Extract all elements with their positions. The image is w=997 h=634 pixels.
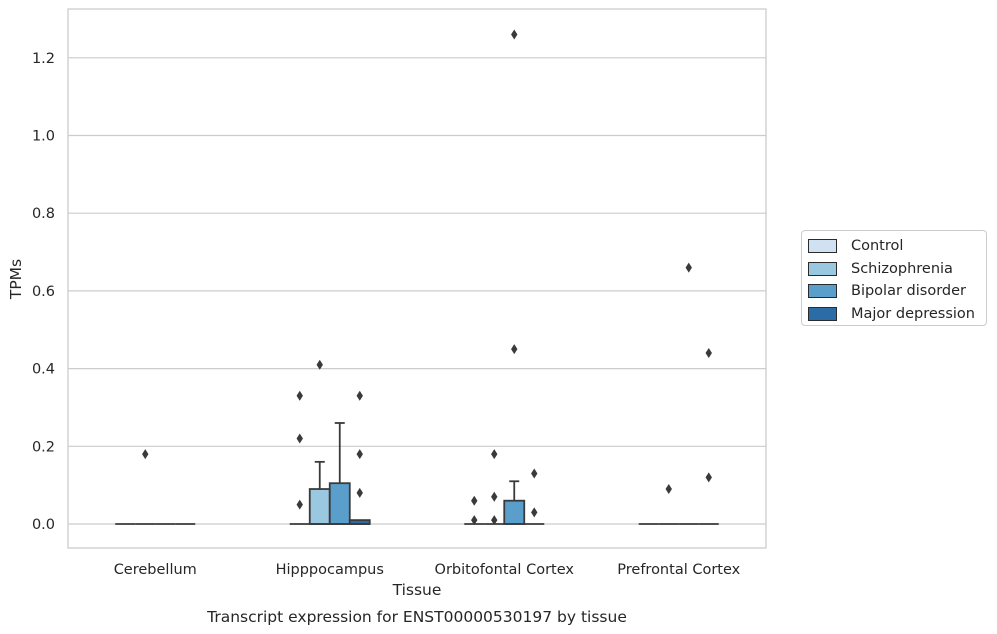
y-tick-label: 0.4: [32, 362, 55, 378]
y-tick-label: 1.2: [32, 51, 55, 67]
outlier-point: [491, 449, 498, 460]
plot-area: [68, 9, 766, 548]
legend: Control Schizophrenia Bipolar disorder Majo…: [801, 230, 987, 326]
y-tick-label: 0.6: [32, 284, 55, 300]
box-schizophrenia: [308, 460, 331, 525]
y-tick-label: 0.0: [32, 517, 55, 533]
outlier-point: [531, 507, 538, 518]
outlier-point: [356, 487, 363, 498]
x-tick-labels: Cerebellum Hipppocampus Orbitofontal Corte…: [114, 562, 741, 578]
x-tick-label: Cerebellum: [114, 562, 197, 578]
legend-label: Major depression: [851, 305, 975, 322]
outlier-point: [296, 390, 303, 401]
outlier-point: [665, 484, 672, 495]
box-bipolar-disorder: [328, 422, 351, 525]
legend-label: Control: [851, 238, 904, 255]
box-major-depression: [348, 519, 371, 525]
outlier-point: [316, 359, 323, 370]
outlier-points: [142, 29, 712, 526]
x-axis-label: Tissue: [392, 581, 442, 599]
y-tick-label: 1.0: [32, 129, 55, 145]
plot-frame: [67, 8, 767, 549]
outlier-point: [511, 29, 518, 40]
y-tick-labels: 0.0 0.2 0.4 0.6 0.8 1.0 1.2: [32, 51, 55, 533]
y-axis-label: TPMs: [7, 259, 25, 300]
outlier-point: [685, 262, 692, 273]
legend-swatch: [808, 261, 837, 276]
box-body: [503, 499, 526, 525]
legend-item: Control: [808, 235, 986, 258]
legend-swatch: [808, 239, 837, 254]
x-tick-label: Hipppocampus: [276, 562, 384, 578]
outlier-point: [705, 348, 712, 359]
outlier-point: [296, 499, 303, 510]
outlier-point: [705, 472, 712, 483]
legend-swatch: [808, 306, 837, 321]
box-body: [308, 488, 331, 525]
outlier-point: [142, 449, 149, 460]
legend-item: Major depression: [808, 303, 986, 326]
legend-item: Schizophrenia: [808, 258, 986, 281]
outlier-point: [356, 390, 363, 401]
legend-swatch: [808, 284, 837, 299]
legend-item: Bipolar disorder: [808, 280, 986, 303]
box-bipolar-disorder: [503, 480, 526, 525]
outlier-point: [296, 433, 303, 444]
legend-label: Bipolar disorder: [851, 283, 966, 300]
outlier-point: [356, 449, 363, 460]
outlier-point: [511, 344, 518, 355]
outlier-point: [471, 495, 478, 506]
chart-title: Transcript expression for ENST0000053019…: [206, 608, 627, 626]
y-tick-label: 0.2: [32, 439, 55, 455]
outlier-point: [531, 468, 538, 479]
box-body: [328, 482, 351, 525]
y-tick-label: 0.8: [32, 206, 55, 222]
legend-label: Schizophrenia: [851, 260, 953, 277]
outlier-point: [471, 515, 478, 526]
x-tick-label: Orbitofontal Cortex: [435, 562, 575, 578]
outlier-point: [491, 491, 498, 502]
x-tick-label: Prefrontal Cortex: [617, 562, 740, 578]
outlier-point: [491, 515, 498, 526]
